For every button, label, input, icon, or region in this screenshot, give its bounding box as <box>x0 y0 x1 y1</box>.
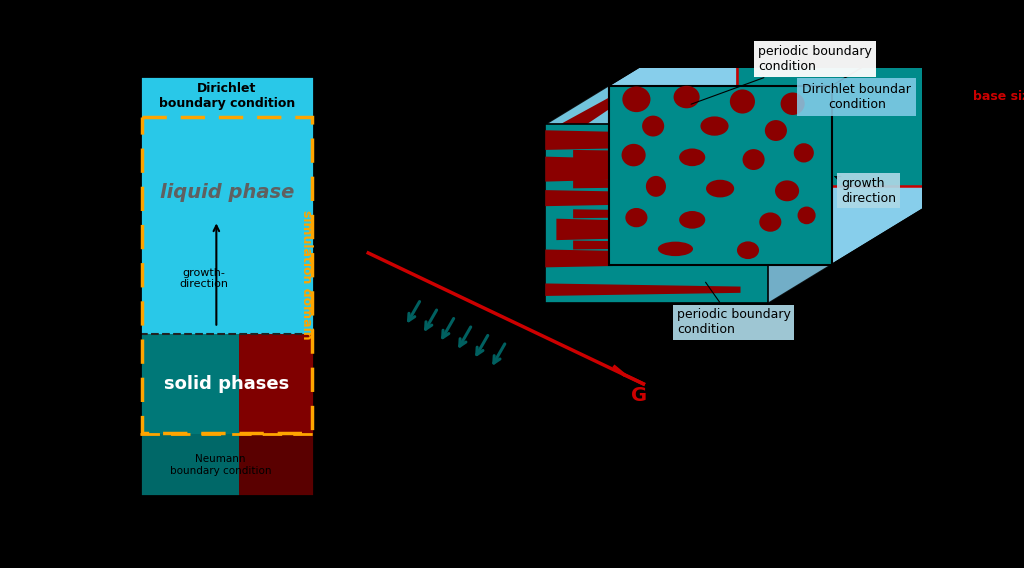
Polygon shape <box>545 283 740 296</box>
Polygon shape <box>545 190 758 206</box>
Ellipse shape <box>706 179 734 198</box>
Ellipse shape <box>700 116 729 136</box>
Polygon shape <box>608 86 831 265</box>
Bar <box>139 76 314 116</box>
Text: growth
direction: growth direction <box>835 177 896 204</box>
Ellipse shape <box>794 143 814 162</box>
Ellipse shape <box>775 181 799 201</box>
Polygon shape <box>608 7 961 86</box>
Text: solid phases: solid phases <box>164 375 290 393</box>
Polygon shape <box>545 86 831 124</box>
Polygon shape <box>573 179 740 189</box>
Bar <box>139 116 314 334</box>
Text: Dirichlet boundar
condition: Dirichlet boundar condition <box>803 82 911 111</box>
Ellipse shape <box>626 208 647 227</box>
Ellipse shape <box>798 207 816 224</box>
Text: simulation domain: simulation domain <box>300 210 312 340</box>
Polygon shape <box>545 195 608 251</box>
Ellipse shape <box>623 86 650 112</box>
Bar <box>139 334 239 434</box>
Polygon shape <box>573 150 740 160</box>
Polygon shape <box>545 98 608 152</box>
Polygon shape <box>545 265 831 303</box>
Text: periodic boundary
condition: periodic boundary condition <box>691 45 872 104</box>
Polygon shape <box>545 124 768 303</box>
Polygon shape <box>545 249 768 268</box>
Ellipse shape <box>679 211 706 229</box>
Polygon shape <box>737 7 961 186</box>
Ellipse shape <box>765 120 787 141</box>
Polygon shape <box>545 165 608 218</box>
Polygon shape <box>545 86 608 303</box>
Text: growth-
direction: growth- direction <box>179 268 228 290</box>
Bar <box>239 434 314 495</box>
Text: Neumann
boundary condition: Neumann boundary condition <box>170 454 271 475</box>
Text: liquid phase: liquid phase <box>160 183 294 202</box>
Polygon shape <box>545 228 608 281</box>
Polygon shape <box>545 128 608 185</box>
Text: periodic boundary
condition: periodic boundary condition <box>677 282 791 336</box>
Bar <box>239 334 314 434</box>
Ellipse shape <box>642 116 665 136</box>
Polygon shape <box>545 157 768 182</box>
Text: base size: base size <box>973 90 1024 103</box>
Polygon shape <box>573 210 740 218</box>
Polygon shape <box>545 254 608 302</box>
Text: Dirichlet
boundary condition: Dirichlet boundary condition <box>159 82 295 110</box>
Ellipse shape <box>730 89 755 114</box>
Ellipse shape <box>759 212 781 232</box>
Bar <box>139 76 314 495</box>
Ellipse shape <box>657 241 693 256</box>
Ellipse shape <box>737 241 759 259</box>
Polygon shape <box>556 219 768 240</box>
Ellipse shape <box>674 86 699 108</box>
Bar <box>139 434 239 495</box>
Text: G: G <box>632 386 647 405</box>
Ellipse shape <box>622 144 646 166</box>
Bar <box>142 116 311 433</box>
Ellipse shape <box>780 93 805 115</box>
Ellipse shape <box>742 149 765 170</box>
Ellipse shape <box>646 176 666 197</box>
Polygon shape <box>573 241 740 249</box>
Polygon shape <box>608 7 737 265</box>
Ellipse shape <box>679 148 706 166</box>
Polygon shape <box>545 130 768 150</box>
Polygon shape <box>608 186 961 265</box>
